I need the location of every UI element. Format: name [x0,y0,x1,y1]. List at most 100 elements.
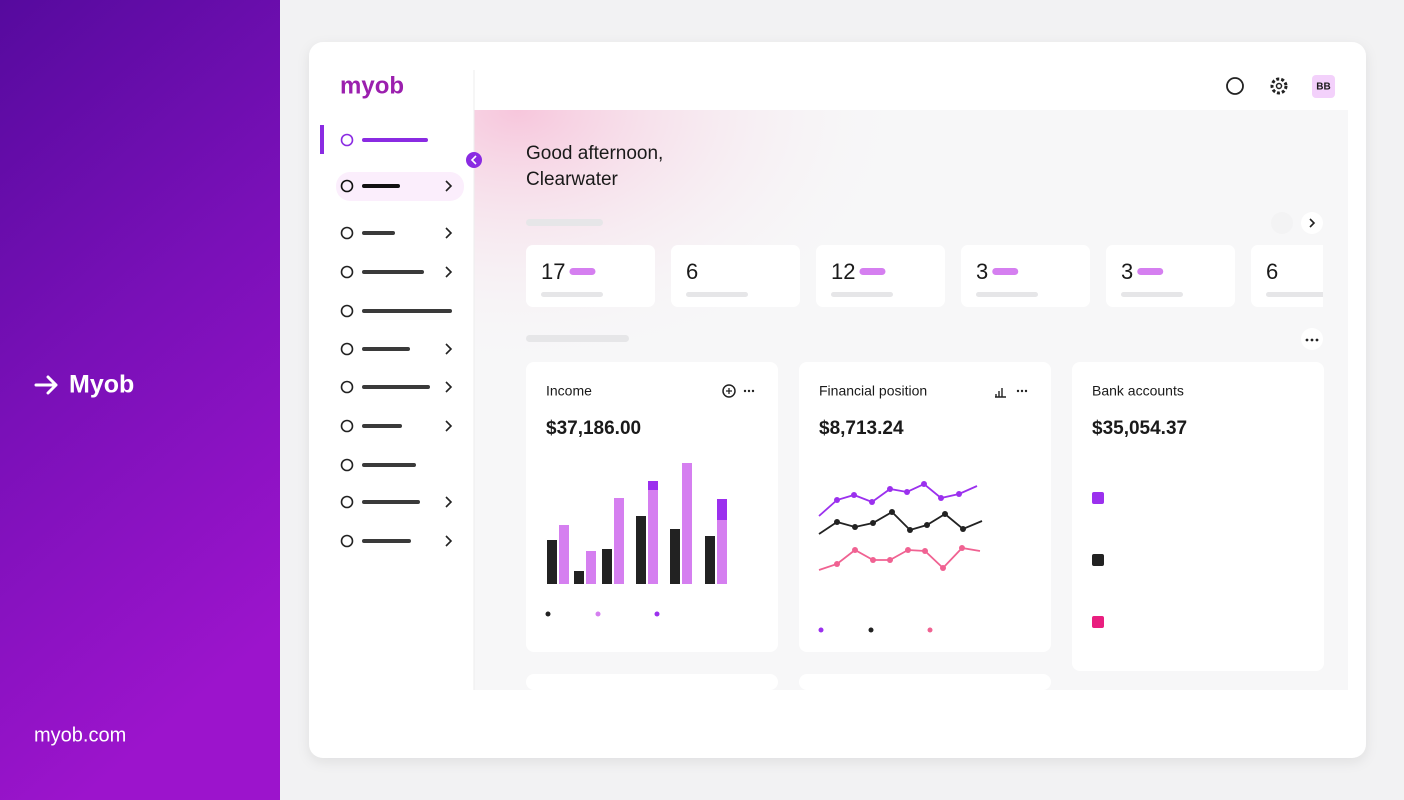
illustration-point [904,489,910,495]
add-icon[interactable] [722,384,736,398]
illustration-bar [547,540,557,584]
collapse-button[interactable] [466,152,482,168]
stat-card[interactable] [1106,245,1235,307]
nav-icon[interactable] [340,226,354,240]
widget-card [799,674,1051,690]
stat-value: 3 [1121,259,1133,284]
legend-dot [654,611,660,617]
illustration-bar [614,498,624,584]
nav-icon[interactable] [340,265,354,279]
skeleton [1121,292,1183,297]
more-dot [747,389,751,393]
nav-icon[interactable] [340,179,354,193]
nav-label [362,309,452,313]
nav-chevron [445,266,453,278]
widget-title: Bank accounts [1092,383,1184,399]
settings-icon[interactable] [1270,77,1288,95]
nav-icon[interactable] [340,495,354,509]
illustration-point [870,557,876,563]
widget-amount: $37,186.00 [546,418,641,439]
illustration-point [851,492,857,498]
illustration-bar [602,549,612,584]
avatar-initials: BB [1316,82,1330,93]
carousel-prev[interactable] [1271,212,1293,234]
nav-label [362,347,410,351]
illustration-bar [586,551,596,584]
more-dot [1024,389,1028,393]
illustration-point [834,519,840,525]
illustration-line [818,510,983,535]
nav-icon[interactable] [340,534,354,548]
skeleton [831,292,893,297]
nav-label [362,270,424,274]
stat-card[interactable] [526,245,655,307]
nav-chevron [445,180,453,192]
stat-tag [569,268,596,275]
illustration-point [956,491,962,497]
stat-tag [1137,268,1164,275]
stat-card[interactable] [1251,245,1380,307]
stat-tag [992,268,1019,275]
stat-value: 6 [1266,259,1278,284]
widget-amount: $8,713.24 [819,418,904,439]
stat-value: 17 [541,259,565,284]
illustration-point [887,557,893,563]
illustration-point [852,524,858,530]
illustration-point [922,548,928,554]
avatar[interactable] [1312,75,1335,98]
more-dot [751,389,755,393]
illustration-point [870,520,876,526]
illustration-bar [559,525,569,584]
illustration-point [889,509,895,515]
help-icon[interactable] [1226,77,1244,95]
nav-icon[interactable] [340,419,354,433]
nav-icon[interactable] [340,304,354,318]
nav-chevron [445,227,453,239]
illustration-point [959,545,965,551]
nav-icon[interactable] [340,380,354,394]
illustration-bar [682,463,692,584]
nav-label [362,539,411,543]
nav-label [362,138,428,142]
nav-label [362,424,402,428]
illustration-point [924,522,930,528]
skeleton [541,292,603,297]
skeleton [686,292,748,297]
nav-icon[interactable] [340,133,354,147]
more-dot [1016,389,1020,393]
more-dot [1315,338,1319,342]
active-indicator [320,125,324,154]
widget-card [1072,362,1324,671]
skeleton [1266,292,1323,297]
nav-label [362,500,420,504]
nav-chevron [445,343,453,355]
stat-card[interactable] [816,245,945,307]
nav-icon[interactable] [340,342,354,356]
create-button[interactable] [336,172,464,201]
account-swatch [1092,492,1104,504]
more-dot [1020,389,1024,393]
illustration-bar [717,520,727,584]
illustration-point [834,561,840,567]
more-dot [1305,338,1309,342]
stat-tag [859,268,886,275]
stat-card[interactable] [671,245,800,307]
legend-dot [868,627,874,633]
stat-value: 6 [686,259,698,284]
illustration-point [921,481,927,487]
banner-bg [0,0,280,800]
stat-card[interactable] [961,245,1090,307]
nav-chevron [445,535,453,547]
nav-icon[interactable] [340,458,354,472]
carousel-next[interactable] [1301,212,1323,234]
legend-dot [818,627,824,633]
illustration-bar [648,490,658,584]
banner-url: myob.com [34,724,126,746]
illustration-point [905,547,911,553]
illustration-point [960,526,966,532]
nav-chevron [445,381,453,393]
illustration-point [942,511,948,517]
illustration-point [907,527,913,533]
